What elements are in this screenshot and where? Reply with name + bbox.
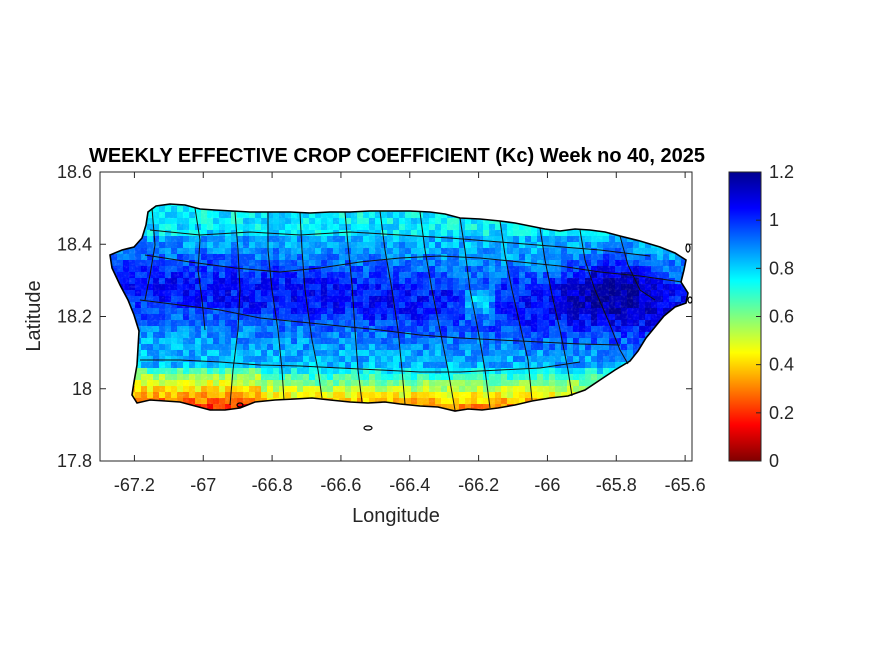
municipality-boundaries [139, 207, 683, 411]
municipality-boundary [194, 207, 206, 331]
colorbar-tick-label: 0.8 [769, 258, 794, 278]
municipality-boundary [299, 212, 323, 399]
islet [363, 425, 373, 431]
x-tick-label: -66.6 [320, 475, 361, 495]
y-tick-label: 18.4 [57, 234, 92, 254]
colorbar-ticks: 0 0.2 0.4 0.6 0.8 1 1.2 [756, 162, 794, 471]
colorbar-tick-label: 0.2 [769, 403, 794, 423]
municipality-boundary [619, 235, 656, 301]
municipality-boundary [499, 220, 533, 401]
colorbar: 0 0.2 0.4 0.6 0.8 1 1.2 [728, 162, 794, 471]
y-axis: 17.8 18 18.2 18.4 18.6 [57, 162, 692, 471]
municipality-boundary [579, 229, 629, 365]
municipality-boundary [140, 359, 581, 373]
municipality-boundary [144, 207, 156, 301]
x-tick-label: -66.4 [389, 475, 430, 495]
municipality-boundary [539, 227, 573, 397]
municipality-boundary [419, 211, 456, 411]
chart-title: WEEKLY EFFECTIVE CROP COEFFICIENT (Kc) W… [89, 145, 705, 167]
x-tick-label: -66.2 [458, 475, 499, 495]
island-coastline [109, 203, 689, 412]
x-tick-label: -65.6 [665, 475, 706, 495]
kc-field [110, 204, 688, 411]
municipality-boundary [267, 212, 285, 401]
x-tick-label: -65.8 [596, 475, 637, 495]
y-tick-label: 18.6 [57, 162, 92, 182]
y-tick-label: 18.2 [57, 307, 92, 327]
x-tick-label: -67 [190, 475, 216, 495]
field-texture [110, 204, 688, 411]
colorbar-tick-label: 1.2 [769, 162, 794, 182]
municipality-boundary [459, 217, 491, 409]
municipality-boundary [144, 254, 683, 283]
map-layer [109, 203, 693, 431]
islet [687, 296, 693, 304]
y-axis-label: Latitude [23, 280, 45, 351]
x-tick-label: -66 [534, 475, 560, 495]
municipality-boundary [344, 211, 363, 403]
colorbar-tick-label: 1 [769, 210, 779, 230]
municipality-boundary [139, 299, 621, 346]
y-tick-label: 18 [72, 379, 92, 399]
colorbar-tick-label: 0.6 [769, 307, 794, 327]
municipality-boundary [149, 229, 651, 257]
municipality-boundary [379, 210, 406, 405]
colorbar-tick-label: 0 [769, 451, 779, 471]
islet [236, 402, 244, 408]
y-tick-label: 17.8 [57, 451, 92, 471]
x-axis-label: Longitude [352, 505, 440, 527]
colorbar-tick-label: 0.4 [769, 355, 794, 375]
x-tick-label: -67.2 [114, 475, 155, 495]
municipality-boundary [229, 211, 241, 406]
x-tick-label: -66.8 [252, 475, 293, 495]
x-axis: -67.2 -67 -66.8 -66.6 -66.4 -66.2 -66 -65.8 -65.… [114, 172, 706, 495]
